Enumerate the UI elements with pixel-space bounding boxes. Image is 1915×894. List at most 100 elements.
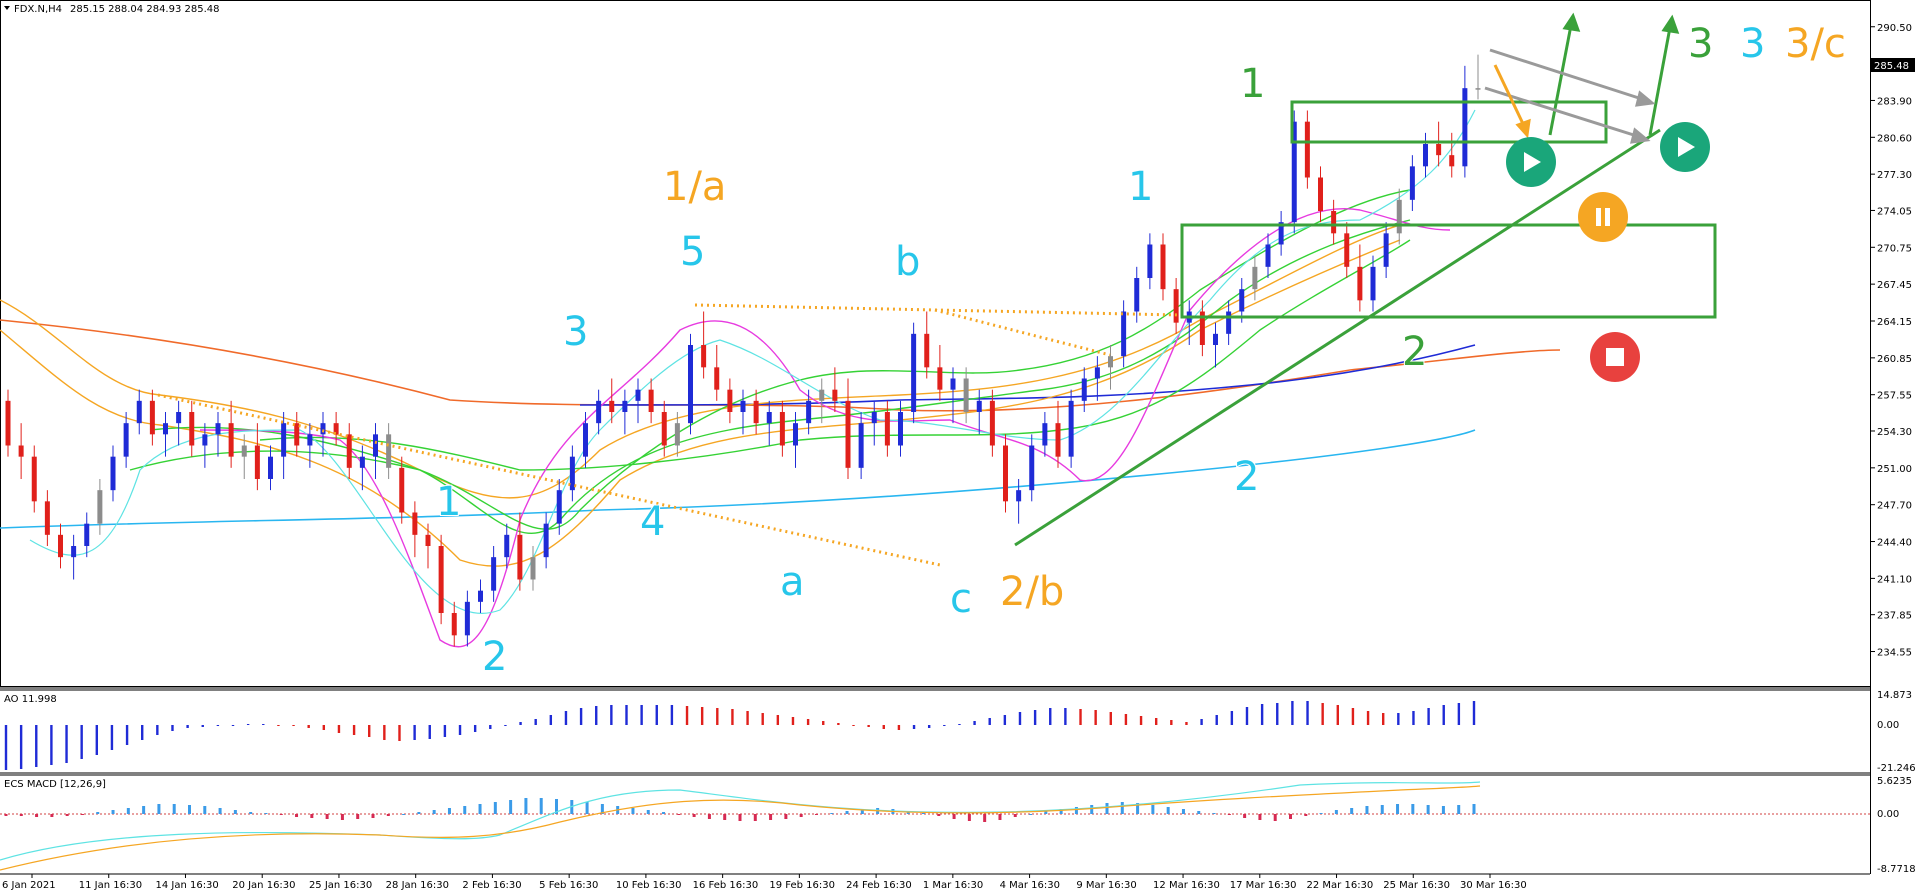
dotted-line-1: [157, 393, 941, 567]
macd-bar: [295, 814, 299, 817]
candle-body: [97, 490, 103, 524]
ao-bar: [35, 725, 38, 767]
macd-bar: [1472, 804, 1476, 814]
ao-bar: [262, 724, 265, 725]
candle-body: [412, 512, 418, 535]
candle-body: [1160, 244, 1166, 290]
ao-tick-label: -21.246: [1877, 763, 1915, 774]
candle-body: [1304, 121, 1310, 178]
candle-body: [884, 412, 890, 446]
candle-body: [44, 501, 50, 535]
orange-arrow-head: [1515, 118, 1531, 139]
ao-bar: [1321, 703, 1324, 725]
candle-body: [543, 523, 549, 558]
wave-label-c: c: [950, 576, 972, 622]
macd-bar: [1197, 811, 1201, 814]
macd-bar: [1304, 814, 1308, 816]
macd-bar: [203, 806, 207, 814]
ao-bar: [383, 725, 386, 740]
macd-bar: [1396, 804, 1400, 814]
ao-bar: [443, 725, 447, 737]
candle-body: [1278, 222, 1284, 245]
candle-body: [924, 333, 930, 368]
gray-arrow-1-head: [1635, 90, 1656, 107]
ao-bar: [1124, 714, 1128, 725]
date-tick-label: 25 Jan 16:30: [309, 880, 372, 891]
macd-bar: [1181, 809, 1185, 814]
ao-bar: [1033, 710, 1037, 725]
macd-bar: [142, 806, 146, 814]
ao-bar: [700, 707, 704, 725]
candle-body: [18, 445, 24, 457]
macd-bar: [1243, 814, 1247, 818]
header-ohlc: 285.15 288.04 284.93 285.48: [70, 4, 220, 15]
ao-bar: [1260, 704, 1264, 725]
date-tick-label: 20 Jan 16:30: [232, 880, 295, 891]
collapse-triangle-icon[interactable]: [4, 6, 10, 10]
macd-bar: [249, 812, 253, 814]
candle-body: [871, 412, 877, 424]
macd-bar: [1350, 808, 1354, 814]
date-tick-label: 4 Mar 16:30: [1000, 880, 1060, 891]
pause-button[interactable]: [1578, 192, 1628, 242]
ao-bar: [1442, 705, 1445, 725]
macd-bar: [463, 806, 467, 814]
stop-button[interactable]: [1590, 332, 1640, 382]
macd-bar: [952, 814, 956, 819]
candle-body: [1055, 423, 1061, 457]
gray-arrow-1: [1489, 48, 1646, 102]
candle-body: [898, 412, 903, 446]
ao-bar: [867, 725, 870, 727]
ao-bar: [806, 719, 810, 725]
ao-bar: [398, 725, 401, 741]
macd-bar: [447, 808, 451, 814]
ao-bar: [186, 725, 189, 728]
candle-body: [779, 412, 785, 446]
candle-body: [1436, 144, 1442, 156]
ao-bar: [156, 725, 159, 735]
price-tick-label: 267.45: [1877, 280, 1912, 291]
macd-histogram: [4, 798, 1476, 822]
orange-dotted-lines: [157, 303, 1181, 567]
macd-bar: [478, 804, 482, 814]
ao-bar: [428, 725, 431, 739]
macd-bar: [1457, 805, 1461, 814]
macd-bar: [386, 814, 390, 816]
ao-bar: [141, 725, 144, 740]
candle-body: [1462, 88, 1468, 167]
candle-body: [1173, 289, 1179, 323]
macd-bar: [19, 814, 23, 816]
green-structure: [1014, 12, 1717, 547]
play-button-1[interactable]: [1506, 137, 1556, 187]
macd-bar: [493, 802, 497, 814]
price-tick-label: 264.15: [1877, 317, 1912, 328]
ao-bar: [670, 705, 674, 725]
macd-bar: [1212, 813, 1216, 814]
candle-body: [189, 412, 195, 446]
macd-bar: [1426, 805, 1430, 814]
ao-bar: [1139, 716, 1143, 725]
candle-body: [806, 400, 812, 424]
wave-labels: 1/a 5 3 4 1 2 a b c 2/b 1 2 1 2 3 3 3/c: [435, 20, 1847, 681]
ao-bar: [171, 725, 174, 731]
ma-orange-lower: [0, 239, 1401, 567]
macd-bar: [983, 814, 987, 822]
play-button-2[interactable]: [1660, 122, 1710, 172]
ao-bar: [958, 724, 961, 725]
candle-body: [635, 389, 641, 401]
macd-bar: [96, 812, 100, 814]
macd-bar: [264, 813, 268, 814]
candle-body: [1199, 311, 1205, 345]
candle-body: [740, 400, 746, 412]
candle-body: [1357, 266, 1363, 301]
ma-green-1: [129, 189, 1411, 530]
ao-bar: [307, 725, 310, 728]
candle-body: [268, 456, 273, 479]
macd-bar: [233, 810, 237, 814]
ao-bar: [610, 705, 613, 725]
candle-body: [163, 423, 168, 435]
candle-body: [491, 557, 497, 591]
ao-bar: [1230, 711, 1234, 725]
wave-label-3-green: 3: [1688, 21, 1713, 67]
date-tick-label: 2 Feb 16:30: [462, 880, 521, 891]
